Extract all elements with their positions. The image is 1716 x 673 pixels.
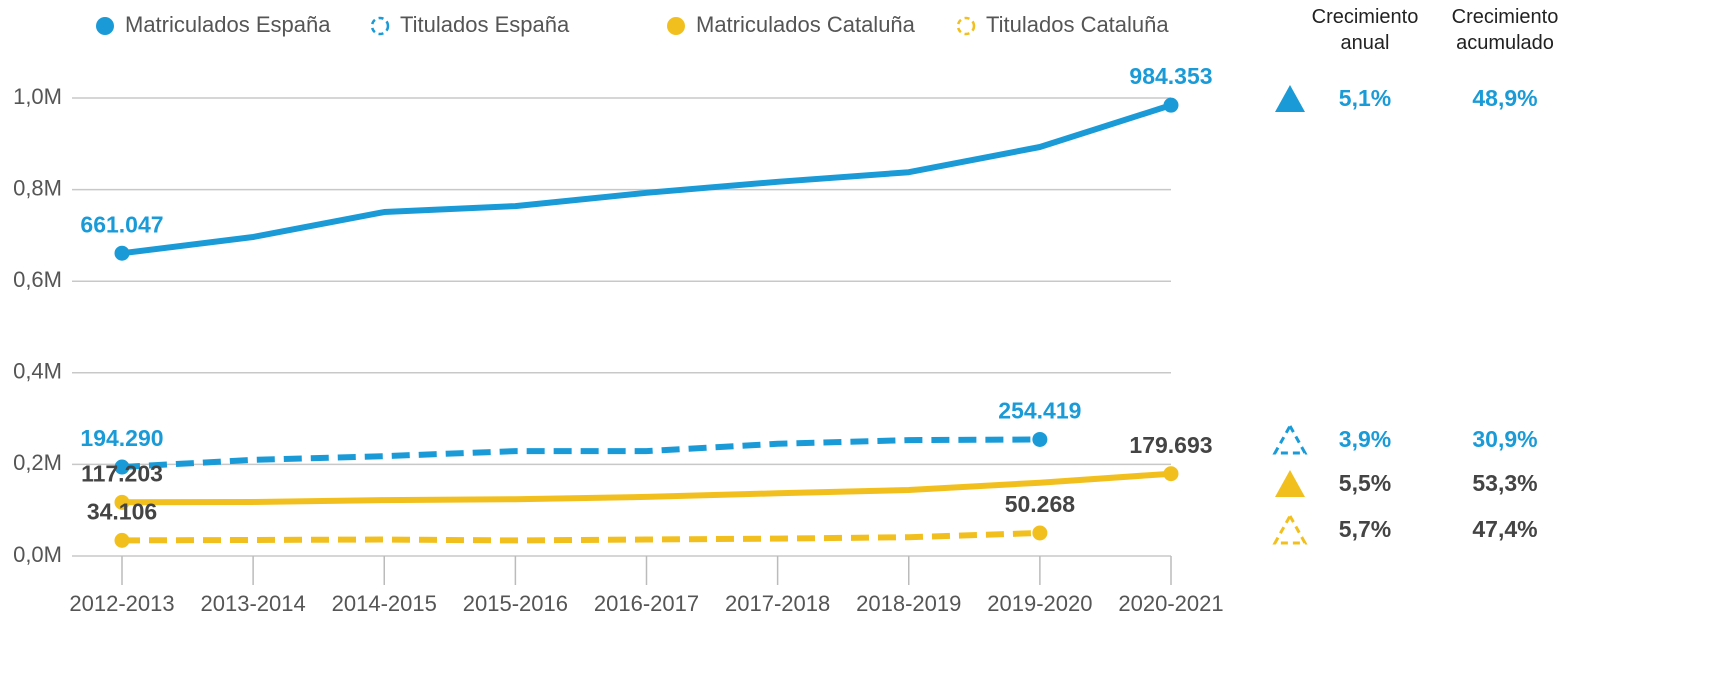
legend-marker bbox=[956, 16, 976, 36]
growth-header: Crecimiento acumulado bbox=[1452, 6, 1559, 54]
cumulative-growth: 53,3% bbox=[1472, 470, 1537, 496]
data-label: 117.203 bbox=[81, 460, 163, 486]
y-tick-label: 0,4M bbox=[13, 359, 62, 384]
data-label: 50.268 bbox=[1005, 491, 1076, 517]
cumulative-growth: 30,9% bbox=[1472, 426, 1537, 452]
annual-growth: 3,9% bbox=[1339, 426, 1391, 452]
data-label: 194.290 bbox=[80, 425, 163, 451]
data-label: 179.693 bbox=[1129, 432, 1212, 458]
x-tick-label: 2020-2021 bbox=[1118, 591, 1223, 616]
data-label: 984.353 bbox=[1129, 63, 1212, 89]
legend-label: Matriculados Cataluña bbox=[696, 12, 916, 37]
growth-icon bbox=[1275, 85, 1305, 112]
annual-growth: 5,5% bbox=[1339, 470, 1391, 496]
series-line bbox=[121, 102, 1172, 257]
y-tick-label: 1,0M bbox=[13, 84, 62, 109]
x-tick-label: 2018-2019 bbox=[856, 591, 961, 616]
series-line bbox=[121, 436, 1040, 471]
series-line bbox=[121, 529, 1040, 544]
x-tick-label: 2016-2017 bbox=[594, 591, 699, 616]
growth-header: Crecimiento anual bbox=[1312, 6, 1419, 54]
annual-growth: 5,1% bbox=[1339, 85, 1391, 111]
cumulative-growth: 48,9% bbox=[1472, 85, 1537, 111]
y-tick-label: 0,0M bbox=[13, 542, 62, 567]
data-label: 34.106 bbox=[87, 498, 157, 524]
data-point bbox=[114, 245, 130, 261]
annual-growth: 5,7% bbox=[1339, 516, 1391, 542]
legend-marker bbox=[96, 17, 114, 35]
x-tick-label: 2014-2015 bbox=[332, 591, 437, 616]
x-tick-label: 2019-2020 bbox=[987, 591, 1092, 616]
y-tick-label: 0,8M bbox=[13, 175, 62, 200]
data-point bbox=[1163, 97, 1179, 113]
y-tick-label: 0,6M bbox=[13, 267, 62, 292]
legend-marker bbox=[667, 17, 685, 35]
legend-label: Matriculados España bbox=[125, 12, 331, 37]
series-line bbox=[121, 470, 1172, 506]
x-tick-label: 2017-2018 bbox=[725, 591, 830, 616]
data-point bbox=[114, 532, 130, 548]
growth-icon bbox=[1272, 422, 1308, 455]
growth-icon bbox=[1275, 470, 1305, 497]
x-tick-label: 2012-2013 bbox=[69, 591, 174, 616]
data-point bbox=[1163, 466, 1179, 482]
growth-icon bbox=[1272, 512, 1308, 545]
data-point bbox=[1032, 431, 1048, 447]
cumulative-growth: 47,4% bbox=[1472, 516, 1537, 542]
data-label: 661.047 bbox=[80, 211, 163, 237]
data-point bbox=[1032, 525, 1048, 541]
legend-marker bbox=[370, 16, 390, 36]
x-tick-label: 2013-2014 bbox=[201, 591, 306, 616]
data-point bbox=[114, 459, 130, 475]
y-tick-label: 0,2M bbox=[13, 450, 62, 475]
data-label: 254.419 bbox=[998, 398, 1081, 424]
x-tick-label: 2015-2016 bbox=[463, 591, 568, 616]
data-point bbox=[114, 494, 130, 510]
legend-label: Titulados España bbox=[400, 12, 570, 37]
legend-label: Titulados Cataluña bbox=[986, 12, 1169, 37]
